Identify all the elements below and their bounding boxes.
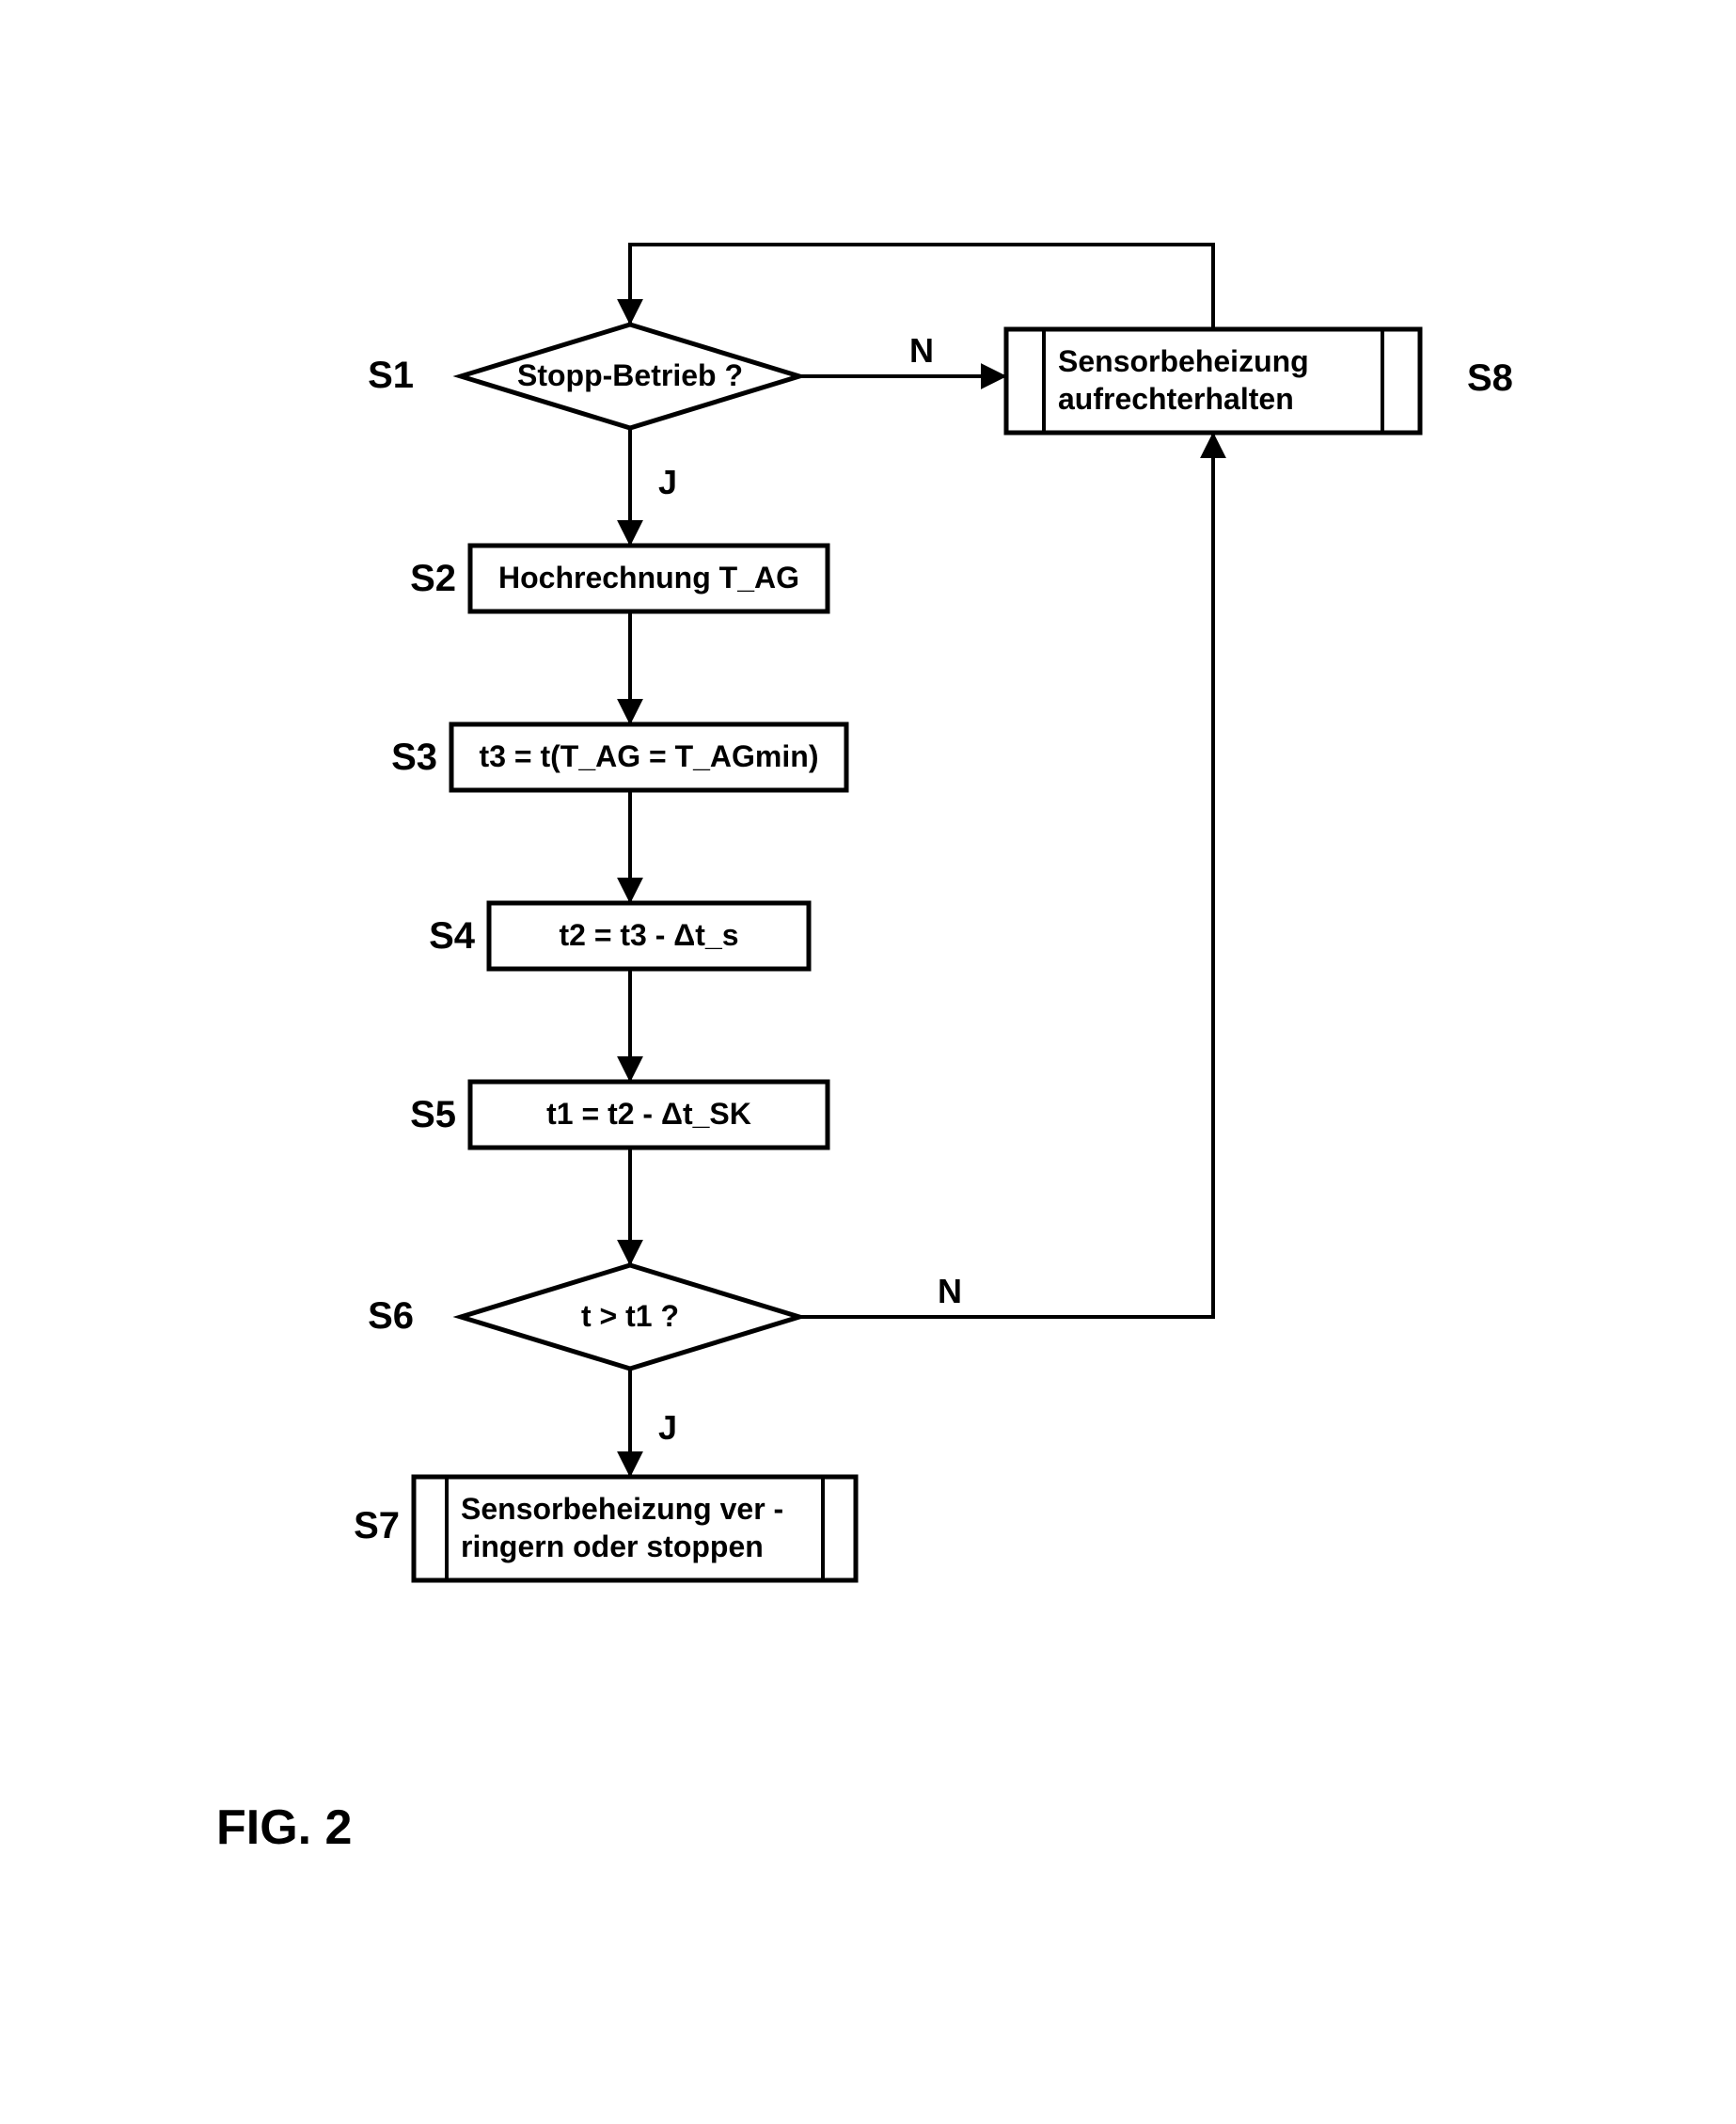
- node-s6: t > t1 ?: [461, 1265, 799, 1369]
- s2-text: Hochrechnung T_AG: [498, 561, 799, 594]
- edge-s6-yes-label: J: [658, 1408, 677, 1447]
- s7-label: S7: [354, 1505, 400, 1546]
- s7-text-1: Sensorbeheizung ver -: [461, 1492, 783, 1526]
- edge-s6-no: [799, 435, 1213, 1317]
- s6-label: S6: [368, 1295, 414, 1337]
- s8-label: S8: [1467, 357, 1513, 399]
- s1-text: Stopp-Betrieb ?: [517, 358, 743, 392]
- s3-text: t3 = t(T_AG = T_AGmin): [480, 739, 819, 773]
- s4-text: t2 = t3 - Δt_s: [559, 918, 738, 952]
- s6-text: t > t1 ?: [581, 1299, 679, 1333]
- edge-s6-no-label: N: [938, 1272, 962, 1310]
- s8-text-2: aufrechterhalten: [1058, 382, 1294, 416]
- figure-caption: FIG. 2: [216, 1800, 352, 1855]
- node-s8: Sensorbeheizung aufrechterhalten: [1006, 329, 1420, 433]
- edge-s1-no-label: N: [909, 331, 934, 370]
- s5-text: t1 = t2 - Δt_SK: [546, 1097, 751, 1131]
- node-s3: t3 = t(T_AG = T_AGmin): [451, 724, 846, 790]
- s4-label: S4: [429, 915, 476, 957]
- node-s4: t2 = t3 - Δt_s: [489, 903, 809, 969]
- node-s7: Sensorbeheizung ver - ringern oder stopp…: [414, 1477, 856, 1580]
- node-s5: t1 = t2 - Δt_SK: [470, 1082, 828, 1148]
- s5-label: S5: [410, 1094, 456, 1135]
- s1-label: S1: [368, 355, 414, 396]
- s7-text-2: ringern oder stoppen: [461, 1530, 764, 1563]
- node-s1: Stopp-Betrieb ?: [461, 325, 799, 428]
- s3-label: S3: [391, 737, 437, 778]
- flowchart: Stopp-Betrieb ? S1 N Sensorbeheizung auf…: [0, 0, 1736, 2124]
- node-s2: Hochrechnung T_AG: [470, 546, 828, 611]
- s8-text-1: Sensorbeheizung: [1058, 344, 1309, 378]
- edge-s1-yes-label: J: [658, 463, 677, 501]
- s2-label: S2: [410, 558, 456, 599]
- edge-s8-s1: [630, 245, 1213, 329]
